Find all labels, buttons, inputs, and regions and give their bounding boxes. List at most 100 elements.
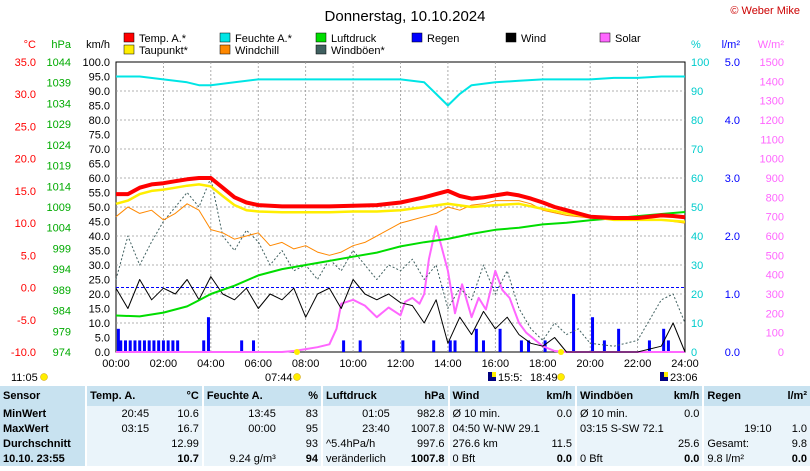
series-line bbox=[116, 75, 685, 107]
speed-tick-label: 60.0 bbox=[89, 173, 110, 185]
rain-bar bbox=[176, 340, 180, 352]
rain-bar bbox=[161, 340, 165, 352]
sun-time-label: 15:5: bbox=[498, 372, 522, 384]
hdr-rain-unit: l/m² bbox=[774, 386, 810, 406]
speed-tick-label: 20.0 bbox=[89, 289, 110, 301]
x-tick-label: 06:00 bbox=[244, 358, 272, 370]
temp-min-time: 20:45 bbox=[85, 406, 153, 421]
row-label: 10.10. 23:55 bbox=[0, 451, 86, 466]
pressure-tick-label: 1009 bbox=[47, 202, 71, 214]
weather-chart: Donnerstag, 10.10.2024 © Weber Mike Temp… bbox=[11, 5, 800, 384]
solar-tick-label: 0 bbox=[778, 347, 784, 359]
rain-bar bbox=[602, 340, 606, 352]
solar-tick-label: 500 bbox=[766, 250, 784, 262]
rain-current-total: 9.8 l/m² bbox=[702, 451, 775, 466]
pressure-tick-label: 994 bbox=[53, 264, 71, 276]
rain-bar bbox=[448, 340, 452, 352]
x-tick-label: 00:00 bbox=[102, 358, 130, 370]
humidity-tick-label: 60 bbox=[691, 173, 703, 185]
gusts-min-label: Ø 10 min. bbox=[575, 406, 662, 421]
sun-axis-marker bbox=[558, 349, 564, 355]
rain-bar bbox=[342, 340, 346, 352]
rain-tick-label: 0.0 bbox=[725, 347, 740, 359]
solar-tick-label: 1500 bbox=[760, 57, 784, 69]
plot-area bbox=[115, 75, 686, 353]
hdr-wind-unit: km/h bbox=[533, 386, 576, 406]
rain-tick-label: 4.0 bbox=[725, 115, 740, 127]
rain-bar bbox=[401, 340, 405, 352]
gusts-bft: 0 Bft bbox=[575, 451, 662, 466]
humidity-tick-label: 40 bbox=[691, 231, 703, 243]
hdr-pressure-unit: hPa bbox=[392, 386, 448, 406]
humidity-tick-label: 20 bbox=[691, 289, 703, 301]
pressure-max-time: 23:40 bbox=[320, 421, 393, 436]
hdr-temp: Temp. A. bbox=[85, 386, 153, 406]
pressure-tick-label: 1034 bbox=[47, 98, 71, 110]
rain-tick-label: 3.0 bbox=[725, 173, 740, 185]
speed-tick-label: 90.0 bbox=[89, 86, 110, 98]
rain-bar bbox=[206, 317, 210, 352]
temp-axis-unit: °C bbox=[24, 39, 36, 51]
speed-tick-label: 10.0 bbox=[89, 318, 110, 330]
legend-swatch bbox=[315, 32, 327, 43]
speed-tick-label: 25.0 bbox=[89, 275, 110, 287]
stats-header-row: Sensor Temp. A. °C Feuchte A. % Luftdruc… bbox=[0, 386, 810, 406]
solar-tick-label: 1200 bbox=[760, 115, 784, 127]
moon-icon bbox=[492, 372, 496, 377]
rain-axis-unit: l/m² bbox=[722, 39, 741, 51]
solar-tick-label: 200 bbox=[766, 308, 784, 320]
pressure-avg: 997.6 bbox=[392, 436, 448, 451]
copyright-text: © Weber Mike bbox=[730, 5, 800, 17]
temp-tick-label: 15.0 bbox=[15, 186, 36, 198]
speed-tick-label: 15.0 bbox=[89, 304, 110, 316]
series-line bbox=[115, 211, 686, 318]
x-tick-label: 12:00 bbox=[387, 358, 415, 370]
legend-swatch bbox=[219, 32, 231, 43]
solar-tick-label: 1100 bbox=[760, 134, 784, 146]
pressure-tick-label: 999 bbox=[53, 243, 71, 255]
solar-axis-unit: W/m² bbox=[758, 39, 785, 51]
temp-min: 10.6 bbox=[152, 406, 202, 421]
humidity-current: 94 bbox=[278, 451, 321, 466]
legend-swatch bbox=[123, 32, 135, 43]
solar-tick-label: 400 bbox=[766, 270, 784, 282]
pressure-min-time: 01:05 bbox=[320, 406, 393, 421]
legend-label: Windchill bbox=[235, 45, 279, 57]
x-tick-label: 16:00 bbox=[482, 358, 510, 370]
speed-tick-label: 65.0 bbox=[89, 159, 110, 171]
pressure-trend: ^5.4hPa/h bbox=[320, 436, 393, 451]
series-line bbox=[115, 177, 686, 347]
pressure-tick-label: 1029 bbox=[47, 119, 71, 131]
speed-tick-label: 85.0 bbox=[89, 101, 110, 113]
speed-tick-label: 45.0 bbox=[89, 217, 110, 229]
stats-row-max: MaxWert 03:15 16.7 00:00 95 23:40 1007.8… bbox=[0, 421, 810, 436]
wind-bft: 0 Bft bbox=[447, 451, 534, 466]
rain-bar bbox=[133, 340, 137, 352]
hdr-sensor: Sensor bbox=[0, 386, 86, 406]
axes: 00:00 02:00 04:00 06:00 08:00 10:00 12:00 14:00… bbox=[11, 39, 784, 370]
rain-bar bbox=[123, 340, 127, 352]
humidity-tick-label: 50 bbox=[691, 202, 703, 214]
humidity-tick-label: 30 bbox=[691, 260, 703, 272]
temp-tick-label: 20.0 bbox=[15, 154, 36, 166]
hdr-temp-unit: °C bbox=[152, 386, 202, 406]
solar-tick-label: 1300 bbox=[760, 96, 784, 108]
humidity-tick-label: 0 bbox=[691, 347, 697, 359]
rain-bar bbox=[116, 328, 120, 352]
x-tick-label: 04:00 bbox=[197, 358, 225, 370]
rain-bar bbox=[138, 340, 142, 352]
row-label: Durchschnitt bbox=[0, 436, 86, 451]
pressure-tick-label: 984 bbox=[53, 306, 71, 318]
legend-label: Luftdruck bbox=[331, 33, 377, 45]
humidity-axis-unit: % bbox=[691, 39, 701, 51]
rain-max-time: 19:10 bbox=[702, 421, 775, 436]
rain-bar bbox=[152, 340, 156, 352]
gusts-min: 0.0 bbox=[661, 406, 703, 421]
rain-current: 0.0 bbox=[774, 451, 810, 466]
wind-min-label: Ø 10 min. bbox=[447, 406, 534, 421]
speed-tick-label: 70.0 bbox=[89, 144, 110, 156]
wind-distance: 276.6 km bbox=[447, 436, 534, 451]
speed-tick-label: 100.0 bbox=[82, 57, 110, 69]
pressure-tick-label: 1044 bbox=[47, 57, 71, 69]
speed-tick-label: 95.0 bbox=[89, 72, 110, 84]
